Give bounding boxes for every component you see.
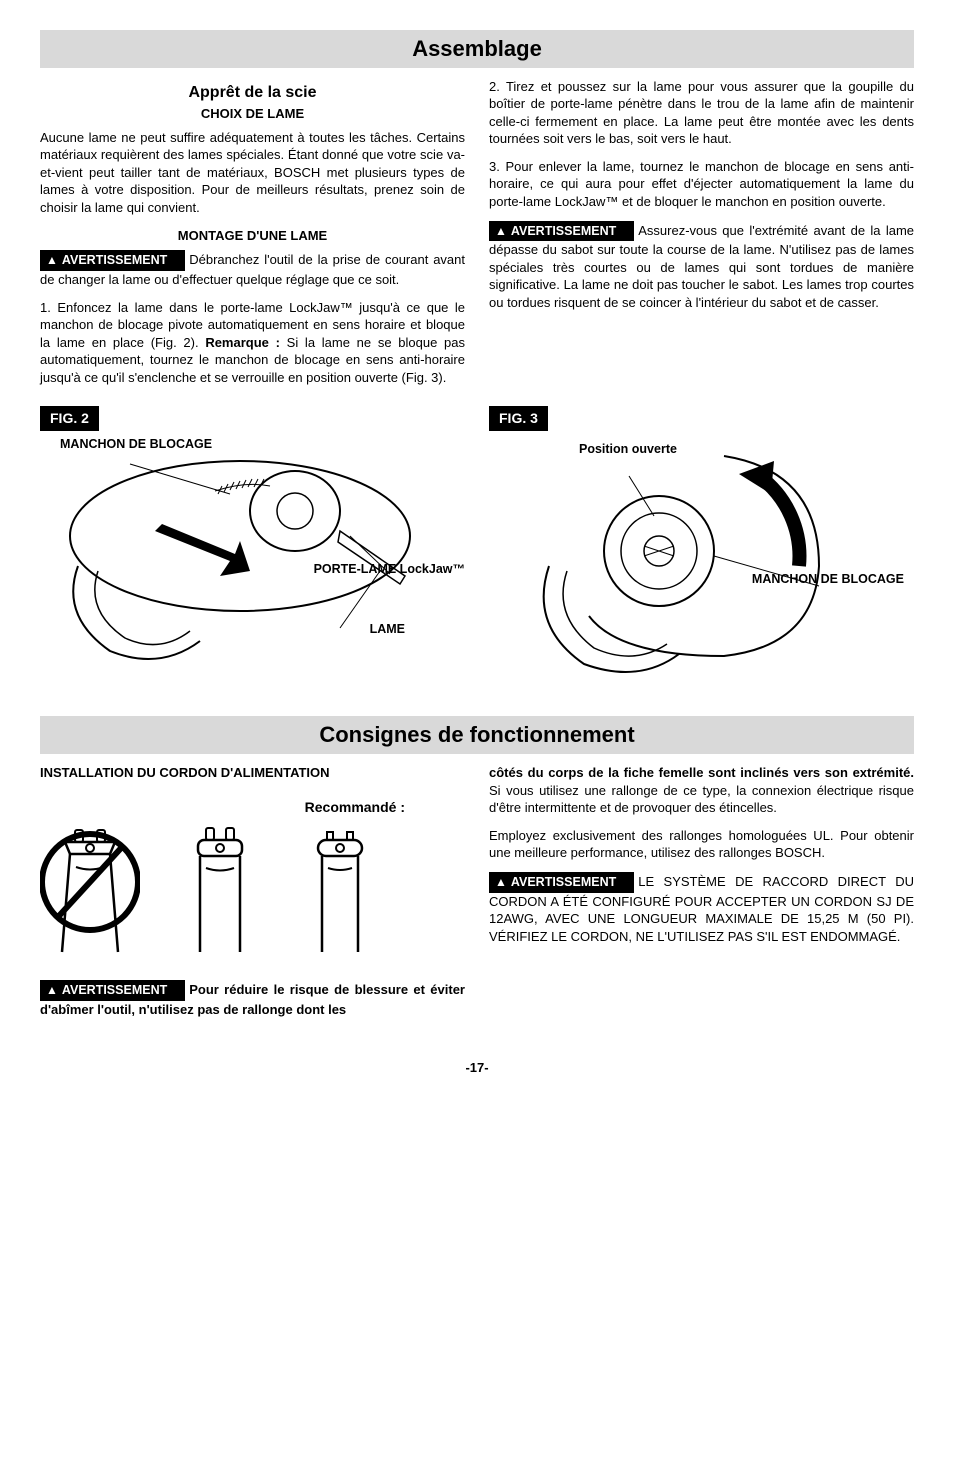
heading-appret: Apprêt de la scie [40,82,465,104]
step1-remarque: Remarque : [205,335,280,350]
rest-text: Si vous utilisez une rallonge de ce type… [489,783,914,816]
consignes-left-col: INSTALLATION DU CORDON D'ALIMENTATION Re… [40,764,465,1029]
figure-3-container: FIG. 3 Position ouverte MANCHON DE BLOCA… [489,406,914,686]
warning-badge: ▲AVERTISSEMENT! [40,980,185,1001]
para-warn-extremite: ▲AVERTISSEMENT!Assurez-vous que l'extrém… [489,221,914,312]
para-fiche-femelle: côtés du corps de la fiche femelle sont … [489,764,914,817]
warning-triangle-icon: ▲ [46,982,58,998]
fig3-illustration [489,416,909,676]
page-number: -17- [40,1059,914,1077]
bold-lead: côtés du corps de la fiche femelle sont … [489,765,914,780]
heading-choix-lame: CHOIX DE LAME [40,105,465,123]
para-warn-raccord: ▲AVERTISSEMENT!LE SYSTÈME DE RACCORD DIR… [489,872,914,946]
assemblage-left-col: Apprêt de la scie CHOIX DE LAME Aucune l… [40,78,465,397]
para-step1: 1. Enfoncez la lame dans le porte-lame L… [40,299,465,387]
consignes-columns: INSTALLATION DU CORDON D'ALIMENTATION Re… [40,764,914,1029]
para-step3: 3. Pour enlever la lame, tournez le manc… [489,158,914,211]
warning-text-rest: la lame ou d'effectuer quelque réglage q… [105,272,399,287]
recommend-label: Recommandé : [40,798,465,817]
para-choix-lame: Aucune lame ne peut suffire adéquatement… [40,129,465,217]
warning-triangle-icon: ▲ [495,223,507,239]
plug-prohibited-icon [40,822,140,962]
figures-row: FIG. 2 MANCHON DE BLOCAGE PORTE-LAME Loc… [40,406,914,686]
para-warn-rallonge: ▲AVERTISSEMENT!Pour réduire le risque de… [40,980,465,1018]
warning-label: AVERTISSEMENT [62,253,167,267]
figure-2-container: FIG. 2 MANCHON DE BLOCAGE PORTE-LAME Loc… [40,406,465,686]
heading-montage-lame: MONTAGE D'UNE LAME [40,227,465,245]
fig2-illustration [40,416,460,676]
assemblage-columns: Apprêt de la scie CHOIX DE LAME Aucune l… [40,78,914,397]
warning-label: AVERTISSEMENT [511,224,616,238]
warning-text-inline: Pour réduire le risque de blessure et év… [189,982,465,997]
warning-badge: ▲AVERTISSEMENT! [40,250,185,271]
warning-text-rest: d'abîmer l'outil, n'utilisez pas de rall… [40,1002,346,1017]
consignes-right-col: côtés du corps de la fiche femelle sont … [489,764,914,1029]
warning-badge: ▲AVERTISSEMENT! [489,872,634,893]
para-warn-debranchez: ▲AVERTISSEMENT!Débranchez l'outil de la … [40,250,465,288]
section-title-consignes: Consignes de fonctionnement [40,716,914,754]
warning-label: AVERTISSEMENT [511,875,616,889]
plug-illustrations [40,822,465,962]
heading-installation-cordon: INSTALLATION DU CORDON D'ALIMENTATION [40,764,465,782]
plug-recommended-1-icon [180,822,260,962]
plug-recommended-2-icon [300,822,380,962]
warning-triangle-icon: ▲ [495,874,507,890]
section-title-assemblage: Assemblage [40,30,914,68]
assemblage-right-col: 2. Tirez et poussez sur la lame pour vou… [489,78,914,397]
warning-badge: ▲AVERTISSEMENT! [489,221,634,242]
warning-triangle-icon: ▲ [46,252,58,268]
warning-label: AVERTISSEMENT [62,983,167,997]
para-rallonges-ul: Employez exclusivement des rallonges hom… [489,827,914,862]
para-step2: 2. Tirez et poussez sur la lame pour vou… [489,78,914,148]
